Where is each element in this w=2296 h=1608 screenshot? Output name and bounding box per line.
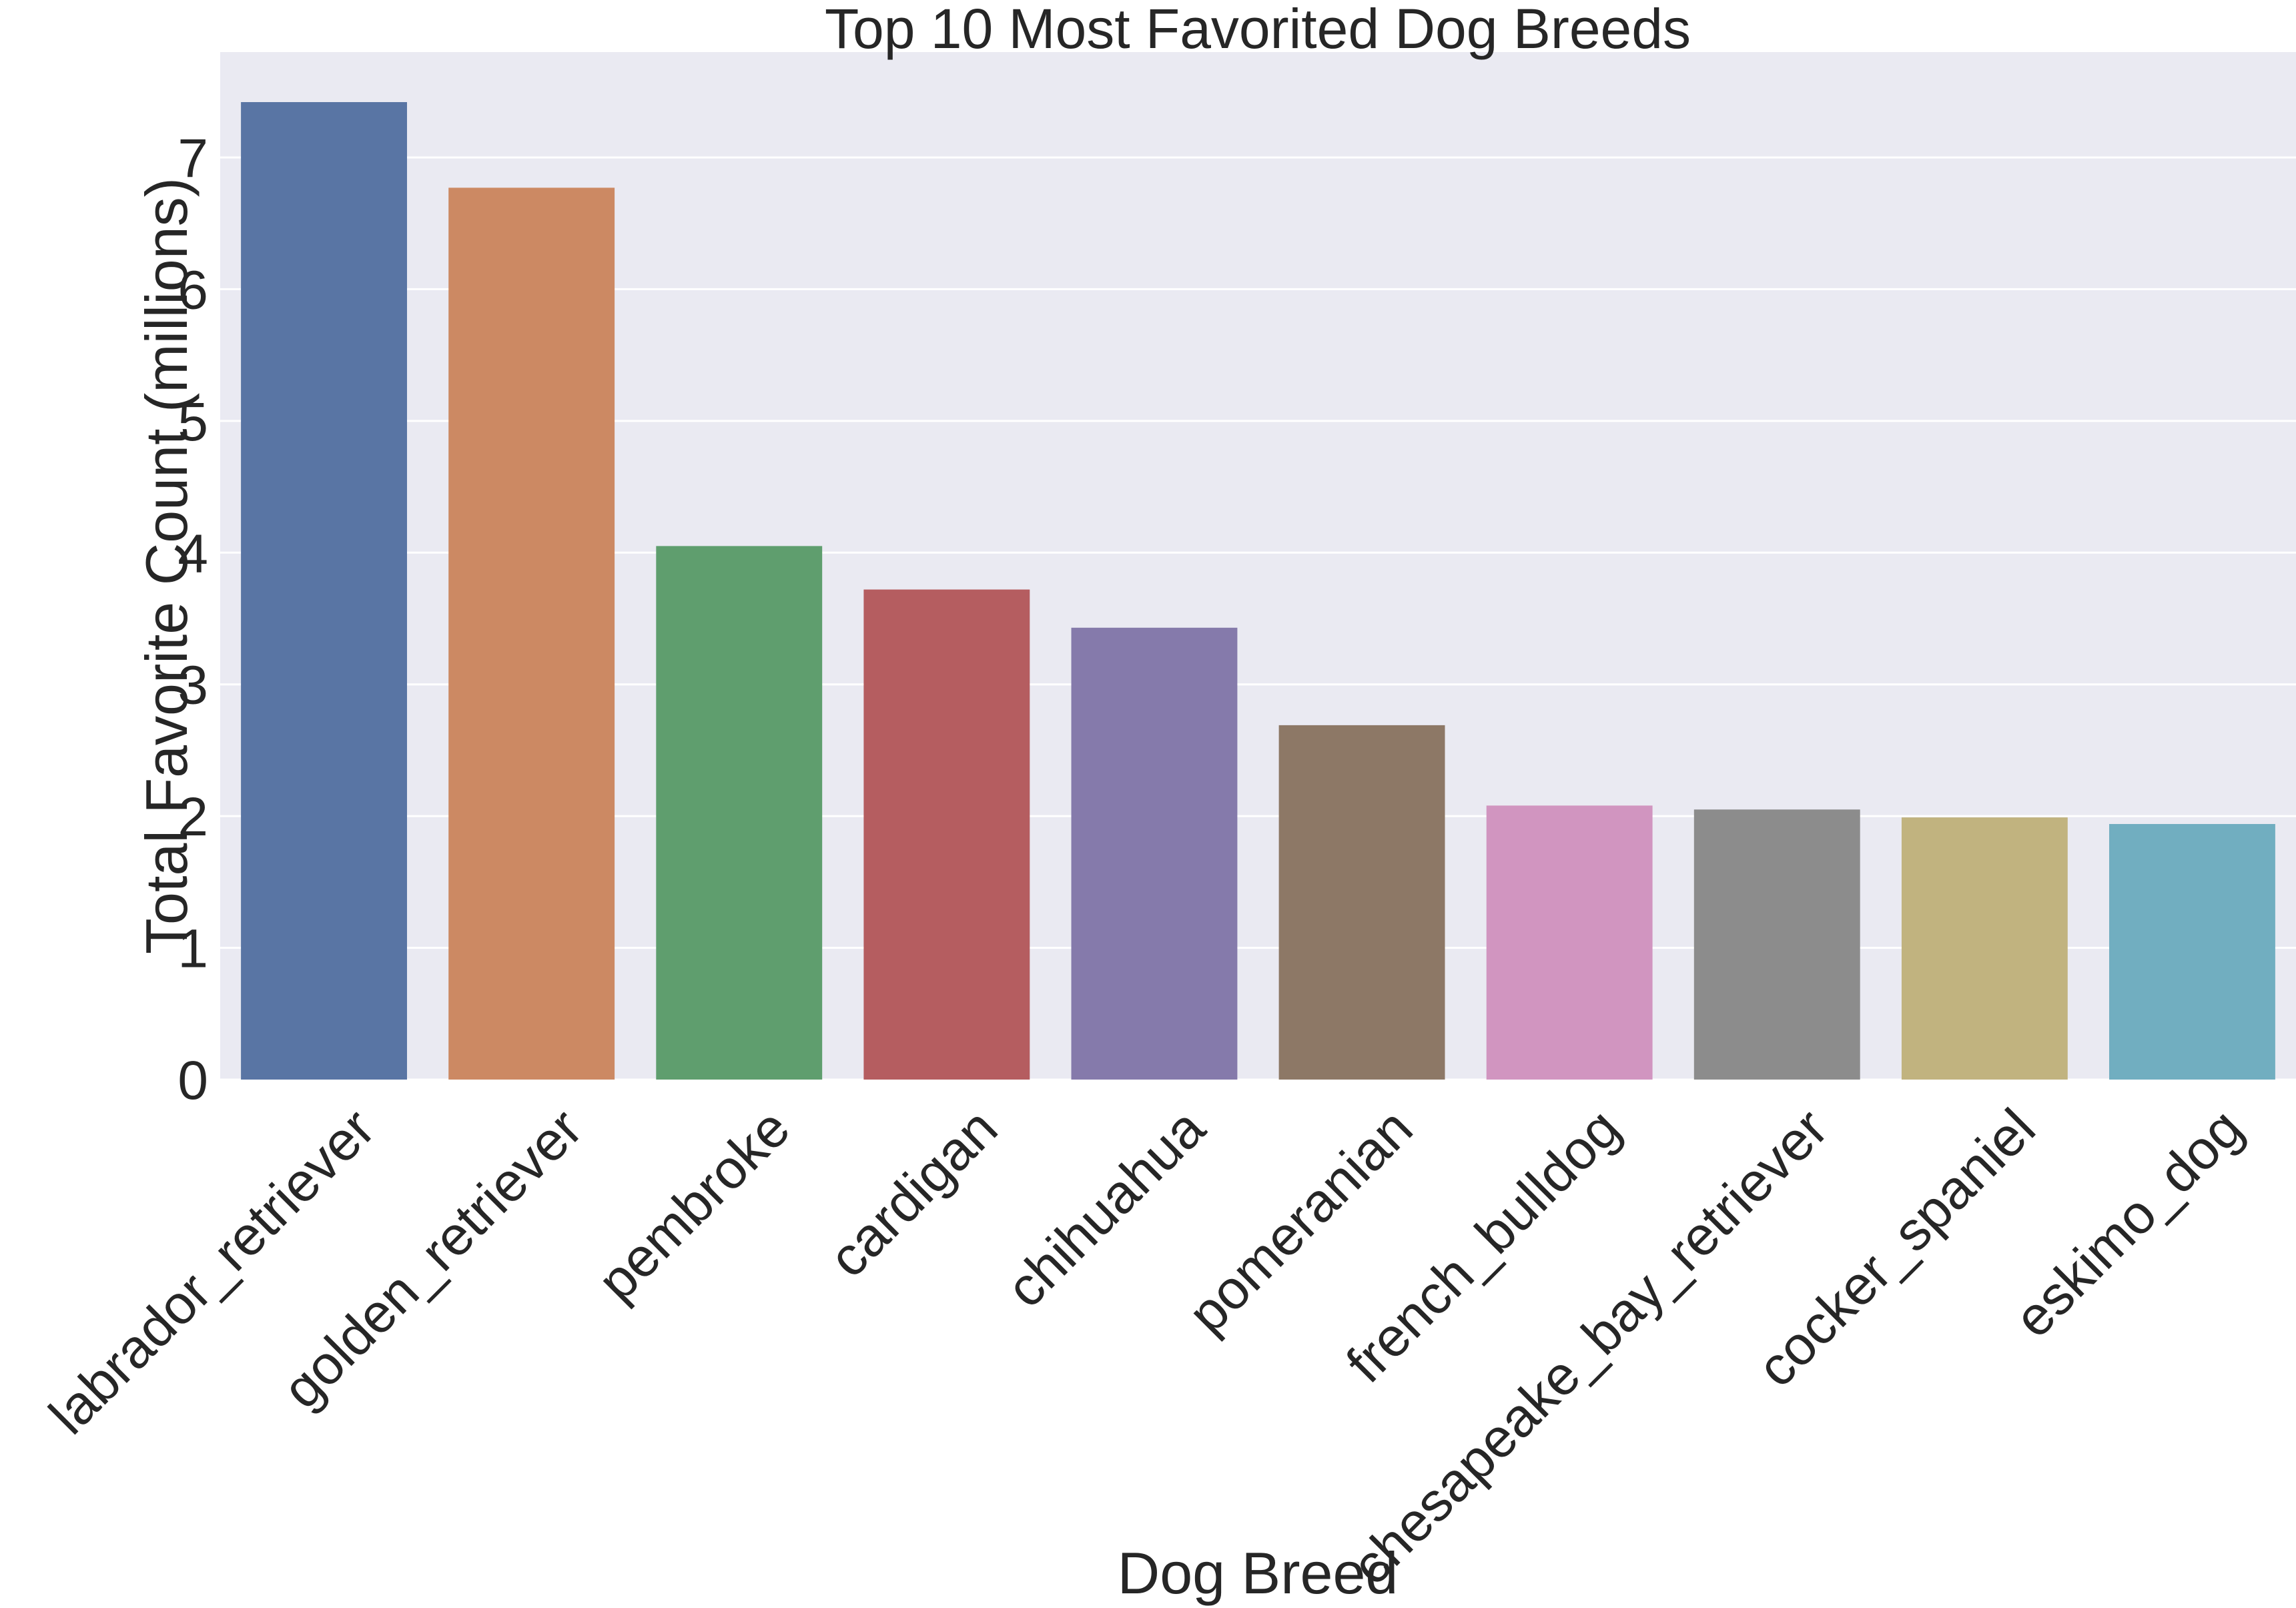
y-tick-label: 0 — [177, 1050, 208, 1111]
x-tick-labels: labrador_retrievergolden_retrieverpembro… — [38, 1098, 2255, 1597]
x-tick-label: pembroke — [587, 1098, 801, 1312]
y-tick-label: 7 — [177, 128, 208, 189]
bars — [241, 102, 2275, 1080]
bar-golden-retriever — [448, 187, 615, 1080]
bar-pomeranian — [1278, 725, 1445, 1080]
bar-chesapeake-bay-retriever — [1693, 809, 1860, 1080]
bar-cocker-spaniel — [1901, 817, 2068, 1080]
bar-cardigan — [863, 589, 1030, 1080]
y-tick-label: 5 — [177, 392, 208, 452]
y-tick-label: 4 — [177, 523, 208, 584]
x-axis-label: Dog Breed — [1118, 1540, 1399, 1606]
y-tick-label: 6 — [177, 260, 208, 320]
bar-french-bulldog — [1486, 805, 1653, 1080]
y-tick-label: 2 — [177, 787, 208, 847]
x-tick-label: cardigan — [817, 1098, 1009, 1289]
bar-chihuahua — [1071, 627, 1238, 1080]
y-axis-label: Total Favorite Count (millions) — [133, 177, 200, 954]
bar-eskimo-dog — [2109, 823, 2275, 1080]
chart-title: Top 10 Most Favorited Dog Breeds — [825, 0, 1691, 60]
y-tick-label: 1 — [177, 919, 208, 979]
bar-labrador-retriever — [241, 102, 407, 1080]
y-tick-labels: 0 1 2 3 4 5 6 7 — [177, 128, 208, 1111]
bar-pembroke — [656, 546, 823, 1080]
x-tick-label: chihuahua — [995, 1098, 1216, 1319]
y-tick-label: 3 — [177, 655, 208, 716]
